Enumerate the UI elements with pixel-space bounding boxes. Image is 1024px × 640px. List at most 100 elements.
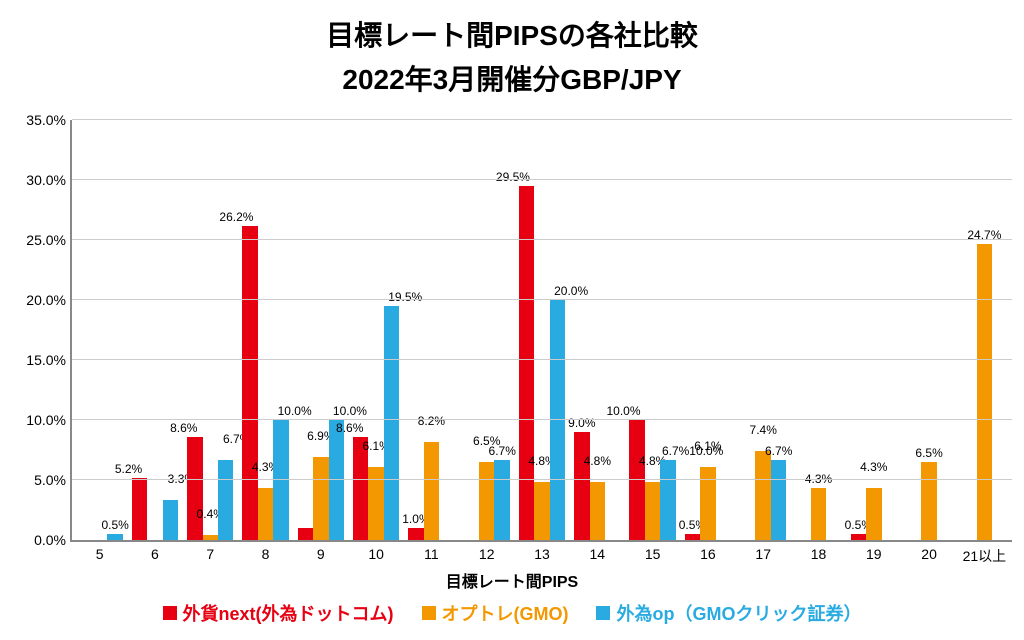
- xtick-label: 10: [368, 540, 384, 562]
- bar-group: 10.0%4.8%6.7%10.0%15: [625, 120, 680, 540]
- bars: 6.9%10.0%: [298, 120, 344, 540]
- bar-group: 5.2%3.3%6: [127, 120, 182, 540]
- bars: 6.5%: [906, 120, 952, 540]
- bars: 5.2%3.3%: [132, 120, 178, 540]
- bar-label: 0.5%: [101, 518, 128, 532]
- bars: 9.0%4.8%: [574, 120, 620, 540]
- legend-label: オプトレ(GMO): [442, 600, 569, 626]
- bar-s2: 7.4%: [755, 451, 770, 540]
- xtick-label: 7: [206, 540, 214, 562]
- bar-s2: 4.8%: [534, 482, 549, 540]
- bar-groups: 0.5%55.2%3.3%68.6%0.4%6.7%726.2%4.3%10.0…: [72, 120, 1012, 540]
- xtick-label: 21以上: [963, 540, 1007, 566]
- xtick-label: 5: [96, 540, 104, 562]
- gridline: 15.0%: [72, 359, 1012, 360]
- bar-s1: 5.2%: [132, 478, 147, 540]
- bar-s2: 4.8%: [590, 482, 605, 540]
- xtick-label: 16: [700, 540, 716, 562]
- chart-container: 目標レート間PIPSの各社比較 2022年3月開催分GBP/JPY 0.5%55…: [0, 0, 1024, 640]
- gridline: 30.0%: [72, 179, 1012, 180]
- gridline: 25.0%: [72, 239, 1012, 240]
- bar-label: 6.7%: [489, 444, 516, 458]
- bar-s1: [298, 528, 313, 540]
- xtick-label: 19: [866, 540, 882, 562]
- chart-title-line1: 目標レート間PIPSの各社比較: [0, 0, 1024, 54]
- ytick-label: 30.0%: [26, 172, 72, 188]
- bar-s2: 8.2%: [424, 442, 439, 540]
- bar-s1: 0.5%: [851, 534, 866, 540]
- legend-item: オプトレ(GMO): [422, 600, 569, 626]
- bar-s2: 24.7%: [977, 244, 992, 540]
- legend-item: 外貨next(外為ドットコム): [163, 600, 394, 626]
- ytick-label: 25.0%: [26, 232, 72, 248]
- bar-group: 8.6%6.1%19.5%10: [348, 120, 403, 540]
- gridline: 5.0%: [72, 479, 1012, 480]
- xtick-label: 11: [424, 540, 439, 562]
- bar-s3: 6.7%: [771, 460, 786, 540]
- bar-group: 0.5%6.1%16: [680, 120, 735, 540]
- bar-label: 29.5%: [496, 170, 530, 184]
- bar-s3: 20.0%: [550, 300, 565, 540]
- bar-group: 0.5%5: [72, 120, 127, 540]
- bar-s1: 9.0%: [574, 432, 589, 540]
- bar-s2: 4.3%: [866, 488, 881, 540]
- legend-swatch: [596, 606, 610, 620]
- bar-group: 1.0%8.2%11: [404, 120, 459, 540]
- bar-s3: 0.5%: [107, 534, 122, 540]
- bars: 1.0%8.2%: [408, 120, 454, 540]
- bar-s3: 10.0%: [273, 420, 288, 540]
- bar-s2: 6.5%: [921, 462, 936, 540]
- bars: 4.3%: [795, 120, 841, 540]
- ytick-label: 5.0%: [34, 472, 72, 488]
- bar-group: 26.2%4.3%10.0%8: [238, 120, 293, 540]
- bars: 0.5%4.3%: [851, 120, 897, 540]
- bar-group: 29.5%4.8%20.0%13: [514, 120, 569, 540]
- bar-label: 4.8%: [584, 454, 611, 468]
- bar-s2: 4.3%: [811, 488, 826, 540]
- bar-s2: 6.5%: [479, 462, 494, 540]
- bars: 24.7%: [961, 120, 1007, 540]
- ytick-label: 15.0%: [26, 352, 72, 368]
- xtick-label: 12: [479, 540, 495, 562]
- bar-group: 0.5%4.3%19: [846, 120, 901, 540]
- bar-label: 10.0%: [606, 404, 640, 418]
- bar-label: 26.2%: [219, 210, 253, 224]
- chart-title-line2: 2022年3月開催分GBP/JPY: [0, 54, 1024, 98]
- xtick-label: 6: [151, 540, 159, 562]
- x-axis-title: 目標レート間PIPS: [0, 568, 1024, 592]
- xtick-label: 18: [811, 540, 827, 562]
- legend-label: 外貨next(外為ドットコム): [183, 600, 394, 626]
- xtick-label: 8: [262, 540, 270, 562]
- bar-s1: 0.5%: [685, 534, 700, 540]
- bar-group: 4.3%18: [791, 120, 846, 540]
- bars: 8.6%0.4%6.7%: [187, 120, 233, 540]
- ytick-label: 0.0%: [34, 532, 72, 548]
- xtick-label: 17: [755, 540, 771, 562]
- bar-group: 8.6%0.4%6.7%7: [183, 120, 238, 540]
- bar-s3: 6.7%: [494, 460, 509, 540]
- bars: 0.5%: [76, 120, 122, 540]
- bar-label: 6.7%: [765, 444, 792, 458]
- bar-s3: 10.0%: [329, 420, 344, 540]
- bar-label: 4.3%: [860, 460, 887, 474]
- bar-s2: 4.8%: [645, 482, 660, 540]
- bar-label: 8.2%: [418, 414, 445, 428]
- bars: 0.5%6.1%: [685, 120, 731, 540]
- xtick-label: 14: [590, 540, 606, 562]
- bars: 7.4%6.7%: [740, 120, 786, 540]
- bar-label: 7.4%: [750, 423, 777, 437]
- legend-swatch: [422, 606, 436, 620]
- xtick-label: 13: [534, 540, 550, 562]
- xtick-label: 9: [317, 540, 325, 562]
- bars: 26.2%4.3%10.0%: [242, 120, 288, 540]
- ytick-label: 10.0%: [26, 412, 72, 428]
- bar-group: 6.9%10.0%9: [293, 120, 348, 540]
- legend: 外貨next(外為ドットコム)オプトレ(GMO)外為op（GMOクリック証券）: [0, 600, 1024, 626]
- bar-label: 5.2%: [115, 462, 142, 476]
- bar-s3: 6.7%10.0%: [660, 460, 675, 540]
- plot-area: 0.5%55.2%3.3%68.6%0.4%6.7%726.2%4.3%10.0…: [70, 120, 1012, 542]
- xtick-label: 20: [921, 540, 937, 562]
- bar-s2: 6.1%: [700, 467, 715, 540]
- bar-s3: 19.5%: [384, 306, 399, 540]
- xtick-label: 15: [645, 540, 661, 562]
